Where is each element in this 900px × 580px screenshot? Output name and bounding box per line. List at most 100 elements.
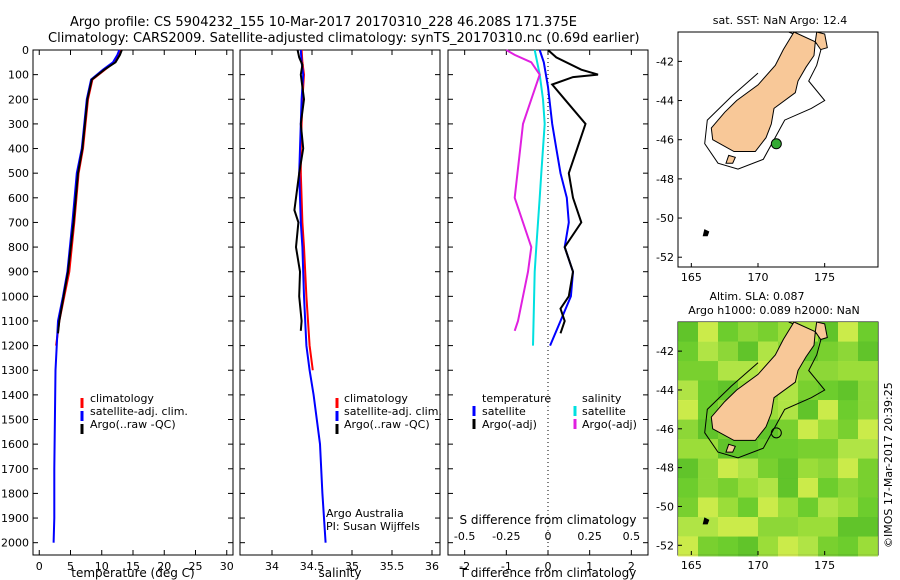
sla-cell [718, 517, 738, 537]
sla-cell [798, 439, 818, 459]
difference-legend-temp-argo: Argo(-adj) [482, 418, 537, 431]
difference-legend-sal-satellite: satellite [582, 405, 626, 418]
sla-cell [698, 517, 718, 537]
y-tick-label: 1200 [1, 340, 29, 353]
sla-cell [818, 380, 838, 401]
sla-cell [758, 536, 778, 557]
series-line-argo-raw-qc- [293, 49, 306, 331]
map-x-tick-label: 170 [748, 271, 769, 284]
sla-cell [698, 361, 718, 381]
x2-tick-label: 0 [545, 530, 552, 543]
salinity-footer-line2: PI: Susan Wijffels [326, 520, 420, 533]
sla-cell [678, 400, 698, 420]
y-tick-label: 0 [22, 44, 29, 57]
x-tick-label: 35.5 [380, 560, 405, 573]
map-y-tick-label: -42 [656, 55, 674, 68]
sla-cell [778, 478, 798, 498]
sla-cell [698, 341, 718, 362]
y-tick-label: 500 [8, 167, 29, 180]
map-x-tick-label: 165 [681, 271, 702, 284]
map-y-tick-label: -48 [656, 462, 674, 475]
north-island-land [814, 31, 828, 51]
sla-cell [738, 478, 758, 498]
sla-cell [838, 536, 858, 557]
sla-cell [698, 380, 718, 401]
difference-legend-salinity-header: salinity [582, 392, 622, 405]
altimetry-map-subtitle: Argo h1000: 0.089 h2000: NaN [688, 304, 860, 317]
sla-cell [678, 497, 698, 518]
sla-cell [718, 478, 738, 498]
sla-cell [838, 517, 858, 537]
map-x-tick-label: 170 [748, 559, 769, 572]
sla-cell [778, 497, 798, 518]
sla-cell [798, 497, 818, 518]
series-line-argo-raw-qc- [57, 49, 123, 334]
imos-credit: ©IMOS 17-Mar-2017 20:39:25 [882, 382, 895, 548]
y-tick-label: 1000 [1, 290, 29, 303]
sla-cell [678, 322, 698, 342]
auckland-islands [702, 517, 710, 525]
figure-title-line2: Climatology: CARS2009. Satellite-adjuste… [48, 31, 640, 46]
difference-legend-temperature-header: temperature [482, 392, 551, 405]
y-tick-label: 1400 [1, 389, 29, 402]
sla-cell [738, 439, 758, 459]
difference-profile-panel: -2 -1 0 1 2 -0.5 -0.25 0 0.25 0.5 T difference fr… [447, 49, 649, 580]
x-tick-label: 30 [220, 560, 234, 573]
sla-cell [858, 361, 878, 381]
sla-cell [838, 458, 858, 479]
x-tick-label: 15 [126, 560, 140, 573]
map-y-tick-label: -52 [656, 251, 674, 264]
figure-title-line1: Argo profile: CS 5904232_155 10-Mar-2017… [70, 15, 577, 30]
temperature-legend-satellite: satellite-adj. clim. [90, 405, 188, 418]
sla-cell [818, 439, 838, 459]
y-tick-label: 200 [8, 93, 29, 106]
sla-cell [678, 380, 698, 401]
difference-legend: temperature salinity satellite Argo(-adj… [472, 392, 637, 431]
argo-station-marker [770, 138, 782, 150]
sla-cell [858, 517, 878, 537]
sla-cell [718, 497, 738, 518]
sla-cell [818, 361, 838, 381]
x-tick-label: -2 [459, 560, 470, 573]
sla-cell [678, 361, 698, 381]
map-y-tick-label: -46 [656, 134, 674, 147]
sla-cell [718, 341, 738, 362]
sla-cell [798, 478, 818, 498]
y-tick-label: 1800 [1, 487, 29, 500]
sla-cell [678, 419, 698, 440]
stewart-island-land [725, 443, 736, 453]
x-tick-label: 34.5 [300, 560, 325, 573]
argo-station-marker [770, 427, 782, 439]
altimetry-map-panel: Altim. SLA: 0.087 Argo h1000: 0.089 h200… [656, 290, 895, 572]
salinity-legend-satellite: satellite-adj. clim. [344, 405, 442, 418]
north-island-land [814, 321, 828, 341]
temperature-legend: climatology satellite-adj. clim. Argo(..… [80, 392, 188, 434]
sla-cell [798, 458, 818, 479]
map-y-tick-label: -52 [656, 539, 674, 552]
sla-cell [858, 322, 878, 342]
y-tick-label: 800 [8, 241, 29, 254]
sla-cell [858, 497, 878, 518]
sla-cell [738, 322, 758, 342]
y-tick-label: 2000 [1, 537, 29, 550]
sst-map-panel: sat. SST: NaN Argo: 12.4 165 170 175 -42 -44… [656, 14, 879, 284]
sla-cell [858, 419, 878, 440]
sla-cell [678, 439, 698, 459]
sst-map-title: sat. SST: NaN Argo: 12.4 [713, 14, 847, 27]
difference-x-label-salinity: S difference from climatology [460, 513, 637, 527]
sla-cell [838, 478, 858, 498]
sla-cell [778, 517, 798, 537]
sla-cell [858, 341, 878, 362]
y-tick-label: 1300 [1, 364, 29, 377]
sla-cell [858, 400, 878, 420]
series-line-salinity-argo-adj- [505, 49, 541, 332]
sla-cell [818, 517, 838, 537]
south-island-land [710, 31, 816, 152]
sla-cell [698, 536, 718, 557]
salinity-footer-line1: Argo Australia [326, 507, 404, 520]
temperature-legend-argo: Argo(..raw -QC) [90, 418, 176, 431]
sla-cell [698, 478, 718, 498]
sla-cell [838, 439, 858, 459]
sla-cell [678, 341, 698, 362]
